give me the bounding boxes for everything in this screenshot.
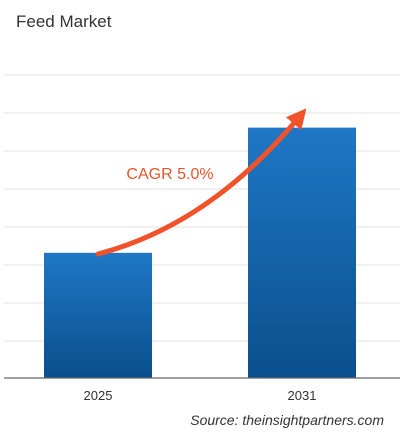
x-tick-label-2031: 2031 xyxy=(288,388,317,403)
bars xyxy=(44,127,356,378)
bar-2031 xyxy=(248,127,356,378)
cagr-annotation: CAGR 5.0% xyxy=(126,166,213,183)
cagr-arrow xyxy=(95,108,307,257)
x-tick-labels: 2025 2031 xyxy=(84,388,317,403)
chart-title: Feed Market xyxy=(16,12,112,31)
x-tick-label-2025: 2025 xyxy=(84,388,113,403)
source-credit: Source: theinsightpartners.com xyxy=(190,412,384,428)
bar-2025 xyxy=(44,252,152,378)
